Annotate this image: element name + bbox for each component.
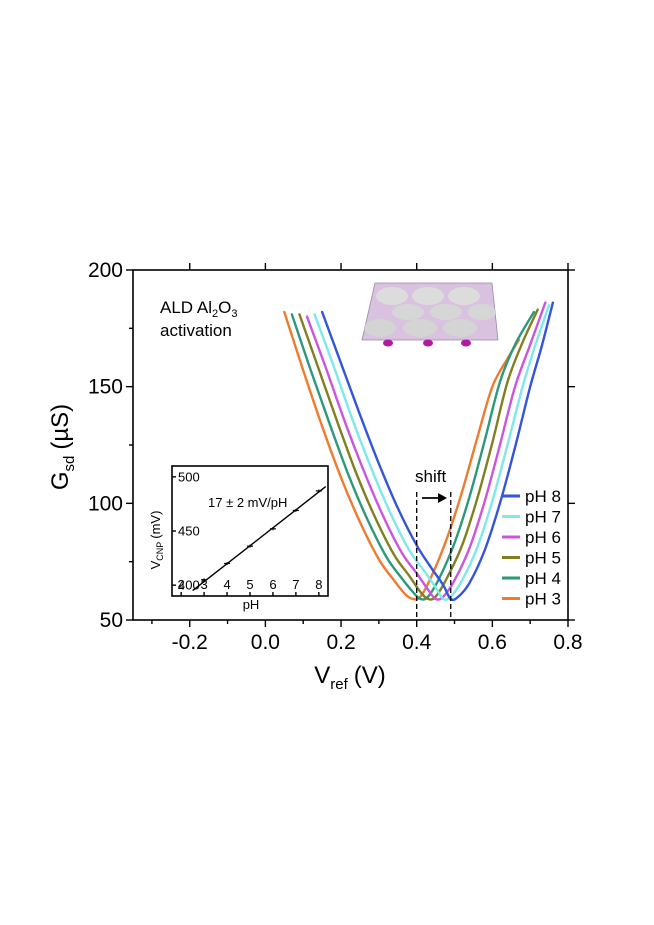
device-illustration xyxy=(361,282,499,347)
shift-lines xyxy=(416,492,452,620)
main-y-tick-label: 100 xyxy=(88,492,123,515)
ald-annotation: ALD Al2O3 xyxy=(160,298,237,320)
inset-y-axis-label: VCNP(mV) xyxy=(148,511,165,570)
inset-slope-annotation: 17 ± 2 mV/pH xyxy=(208,495,287,510)
inset-x-tick-label: 7 xyxy=(292,577,299,592)
main-y-tick-label: 50 xyxy=(100,609,123,632)
legend-label: pH 3 xyxy=(525,590,561,609)
inset-x-tick-label: 6 xyxy=(269,577,276,592)
legend-label: pH 8 xyxy=(525,487,561,506)
main-series-group xyxy=(283,301,555,602)
main-y-tick-label: 200 xyxy=(88,259,123,282)
inset-fit-line xyxy=(192,486,327,592)
shift-arrow xyxy=(422,493,447,503)
main-y-tick-label: 150 xyxy=(88,376,123,399)
inset-y-tick-label: 400 xyxy=(178,578,200,593)
main-y-axis: 50 100 150 200 xyxy=(88,259,575,632)
series-ph-5 xyxy=(298,308,539,601)
inset-x-tick-label: 5 xyxy=(246,577,253,592)
series-ph-6 xyxy=(305,301,547,601)
main-x-tick-label: -0.2 xyxy=(172,631,208,654)
legend: pH 8 pH 7pH 6 pH 5pH 4 pH 3 xyxy=(502,487,561,609)
main-y-axis-label: Gsd(µS) xyxy=(47,404,78,490)
inset-x-tick-label: 8 xyxy=(315,577,322,592)
main-x-tick-label: 0.0 xyxy=(251,631,280,654)
inset-x-axis-label: pH xyxy=(243,597,260,612)
main-x-tick-label: 0.4 xyxy=(402,631,432,654)
inset-y-tick-label: 450 xyxy=(178,524,200,539)
legend-label: pH 4 xyxy=(525,569,561,588)
inset-y-tick-label: 500 xyxy=(178,469,200,484)
main-x-axis: -0.2 0.0 0.2 0.4 0.6 0.8 xyxy=(151,263,583,654)
inset-x-tick-label: 2 xyxy=(178,577,185,592)
legend-label: pH 6 xyxy=(525,528,561,547)
legend-label: pH 5 xyxy=(525,549,561,568)
main-x-tick-label: 0.2 xyxy=(326,631,355,654)
shift-label: shift xyxy=(415,467,446,486)
series-ph-4 xyxy=(290,310,536,601)
inset-plot-group xyxy=(192,486,327,592)
legend-label: pH 7 xyxy=(525,508,561,527)
main-x-tick-label: 0.8 xyxy=(553,631,582,654)
main-x-tick-label: 0.6 xyxy=(478,631,507,654)
series-ph-3 xyxy=(283,310,521,601)
inset-y-axis: 400 450 500 xyxy=(172,469,200,593)
main-x-axis-label: Vref (V) xyxy=(314,662,386,693)
inset-x-tick-label: 3 xyxy=(201,577,208,592)
series-ph-7 xyxy=(313,303,551,601)
activation-annotation: activation xyxy=(160,321,232,340)
inset-x-tick-label: 4 xyxy=(223,577,230,592)
